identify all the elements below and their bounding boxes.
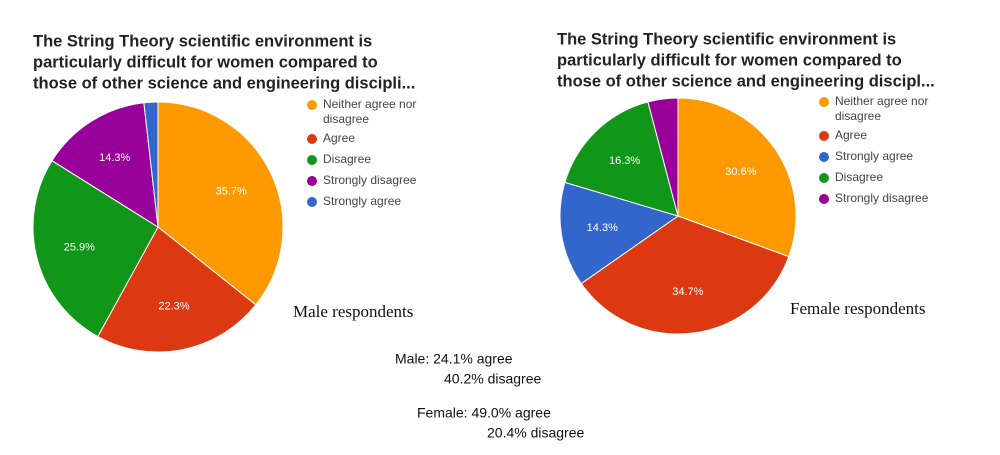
chart-title: The String Theory scientific environment… bbox=[33, 32, 372, 50]
legend-swatch bbox=[819, 97, 829, 107]
legend-swatch bbox=[819, 152, 829, 162]
legend-label: Neither agree nor disagree bbox=[835, 94, 929, 123]
legend-swatch bbox=[819, 194, 829, 204]
legend-label: Disagree bbox=[835, 170, 884, 184]
slice-label: 22.3% bbox=[158, 301, 189, 313]
pie-slice bbox=[564, 101, 679, 217]
summary-line: 20.4% disagree bbox=[487, 425, 585, 441]
slice-label: 14.3% bbox=[587, 222, 618, 234]
caption: Male respondents bbox=[293, 302, 413, 321]
caption: Female respondents bbox=[790, 299, 926, 318]
legend-label: Strongly agree bbox=[835, 149, 914, 163]
legend-swatch bbox=[307, 100, 317, 110]
slice-label: 30.6% bbox=[725, 166, 756, 178]
legend-swatch bbox=[307, 176, 317, 186]
slice-label: 35.7% bbox=[216, 186, 247, 198]
chart-title: those of other science and engineering d… bbox=[557, 72, 935, 90]
legend-label: Agree bbox=[835, 128, 868, 142]
slice-label: 25.9% bbox=[64, 241, 95, 253]
chart-title: particularly difficult for women compare… bbox=[33, 53, 378, 71]
legend-label: Strongly disagree bbox=[835, 191, 929, 205]
pie-slice bbox=[157, 101, 284, 306]
pie-slice bbox=[647, 97, 679, 217]
pie-slice bbox=[143, 101, 159, 228]
legend-swatch bbox=[307, 197, 317, 207]
slice-label: 34.7% bbox=[672, 286, 703, 298]
pie-slice bbox=[580, 215, 790, 335]
pie-slice bbox=[51, 102, 159, 228]
slice-label: 16.3% bbox=[609, 155, 640, 167]
chart-title: particularly difficult for women compare… bbox=[557, 51, 902, 69]
legend-swatch bbox=[307, 155, 317, 165]
legend-label: Neither agree nor disagree bbox=[323, 97, 417, 126]
chart-title: those of other science and engineering d… bbox=[33, 74, 415, 92]
summary-line: Male: 24.1% agree bbox=[395, 351, 513, 367]
pie-slice bbox=[97, 226, 257, 353]
legend-label: Agree bbox=[323, 131, 356, 145]
summary-line: 40.2% disagree bbox=[444, 371, 542, 387]
legend-label: Disagree bbox=[323, 152, 372, 166]
pie-slice bbox=[32, 159, 159, 338]
legend-label: Strongly agree bbox=[323, 194, 402, 208]
pie-slice bbox=[677, 97, 797, 258]
legend-swatch bbox=[819, 173, 829, 183]
legend-swatch bbox=[819, 131, 829, 141]
legend-label: Strongly disagree bbox=[323, 173, 417, 187]
chart-title: The String Theory scientific environment… bbox=[557, 30, 896, 48]
slice-label: 14.3% bbox=[99, 152, 130, 164]
legend-swatch bbox=[307, 134, 317, 144]
summary-line: Female: 49.0% agree bbox=[417, 405, 551, 421]
